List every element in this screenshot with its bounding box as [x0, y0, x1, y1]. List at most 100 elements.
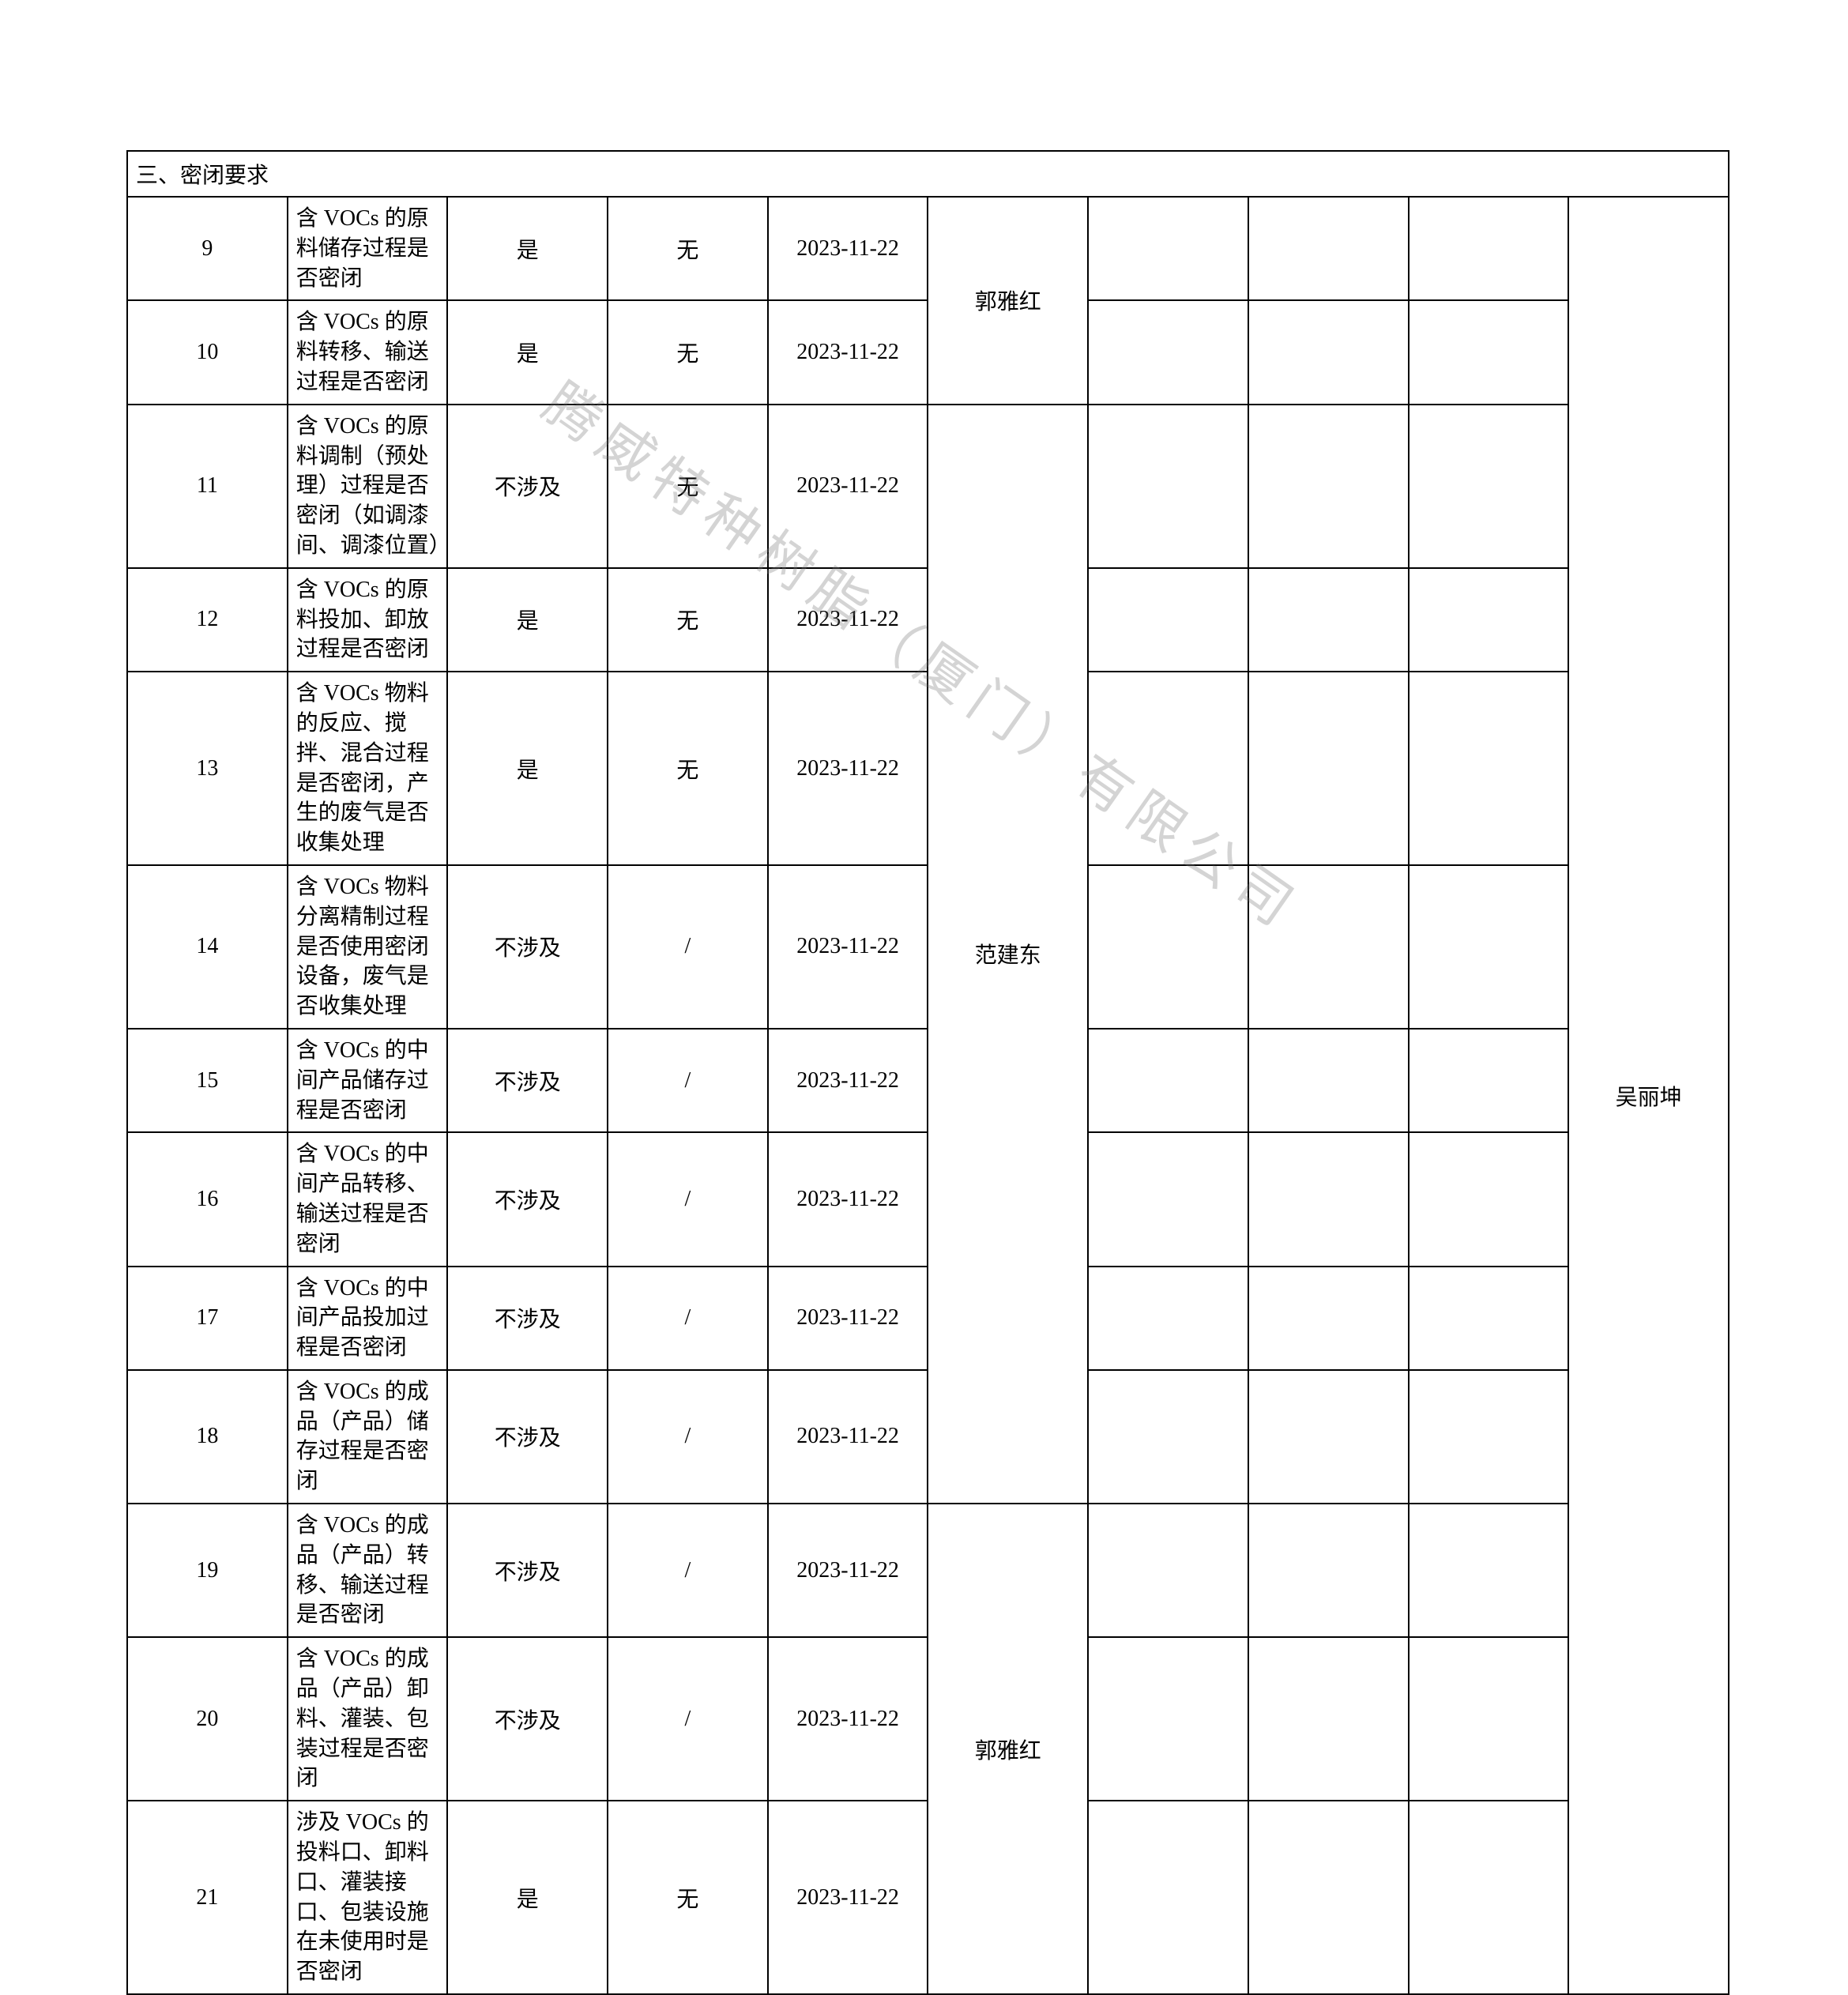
row-date: 2023-11-22: [768, 1637, 928, 1801]
row-flag: /: [608, 1370, 768, 1504]
empty-cell: [1088, 1370, 1248, 1504]
row-date: 2023-11-22: [768, 1370, 928, 1504]
row-date: 2023-11-22: [768, 197, 928, 300]
row-status: 是: [447, 300, 608, 404]
row-flag: /: [608, 1267, 768, 1370]
row-flag: 无: [608, 300, 768, 404]
section-header-row: 三、密闭要求: [127, 151, 1729, 197]
empty-cell: [1088, 1132, 1248, 1266]
row-desc: 含 VOCs 的中间产品储存过程是否密闭: [288, 1029, 448, 1132]
row-desc: 含 VOCs 的中间产品转移、输送过程是否密闭: [288, 1132, 448, 1266]
empty-cell: [1409, 1637, 1569, 1801]
empty-cell: [1088, 1637, 1248, 1801]
empty-cell: [1409, 197, 1569, 300]
empty-cell: [1088, 1267, 1248, 1370]
row-status: 是: [447, 672, 608, 865]
row-number: 9: [127, 197, 288, 300]
row-number: 21: [127, 1801, 288, 1994]
row-desc: 含 VOCs 物料的反应、搅拌、混合过程是否密闭，产生的废气是否收集处理: [288, 672, 448, 865]
empty-cell: [1088, 1029, 1248, 1132]
row-number: 16: [127, 1132, 288, 1266]
empty-cell: [1088, 1801, 1248, 1994]
empty-cell: [1088, 568, 1248, 672]
table-row: 19 含 VOCs 的成品（产品）转移、输送过程是否密闭 不涉及 / 2023-…: [127, 1504, 1729, 1637]
row-status: 不涉及: [447, 1132, 608, 1266]
row-number: 18: [127, 1370, 288, 1504]
row-flag: 无: [608, 1801, 768, 1994]
empty-cell: [1248, 568, 1409, 672]
empty-cell: [1409, 1504, 1569, 1637]
approver-cell: 吴丽坤: [1568, 197, 1729, 1994]
row-number: 12: [127, 568, 288, 672]
section-title: 三、密闭要求: [127, 151, 1729, 197]
row-desc: 含 VOCs 的原料转移、输送过程是否密闭: [288, 300, 448, 404]
row-number: 20: [127, 1637, 288, 1801]
row-date: 2023-11-22: [768, 1801, 928, 1994]
row-status: 不涉及: [447, 1370, 608, 1504]
empty-cell: [1409, 1029, 1569, 1132]
row-status: 不涉及: [447, 1637, 608, 1801]
row-number: 10: [127, 300, 288, 404]
row-date: 2023-11-22: [768, 1267, 928, 1370]
row-date: 2023-11-22: [768, 568, 928, 672]
empty-cell: [1248, 197, 1409, 300]
empty-cell: [1409, 405, 1569, 568]
empty-cell: [1088, 672, 1248, 865]
row-desc: 含 VOCs 的成品（产品）卸料、灌装、包装过程是否密闭: [288, 1637, 448, 1801]
row-status: 是: [447, 1801, 608, 1994]
empty-cell: [1409, 865, 1569, 1029]
row-number: 14: [127, 865, 288, 1029]
empty-cell: [1409, 1370, 1569, 1504]
empty-cell: [1248, 1637, 1409, 1801]
empty-cell: [1409, 568, 1569, 672]
inspector-cell: 郭雅红: [928, 197, 1088, 405]
row-status: 不涉及: [447, 1504, 608, 1637]
empty-cell: [1248, 1370, 1409, 1504]
row-desc: 含 VOCs 的原料投加、卸放过程是否密闭: [288, 568, 448, 672]
row-flag: 无: [608, 672, 768, 865]
inspector-cell: 郭雅红: [928, 1504, 1088, 1994]
row-date: 2023-11-22: [768, 405, 928, 568]
row-date: 2023-11-22: [768, 1504, 928, 1637]
row-number: 17: [127, 1267, 288, 1370]
row-flag: 无: [608, 405, 768, 568]
empty-cell: [1088, 300, 1248, 404]
row-flag: /: [608, 1637, 768, 1801]
row-status: 不涉及: [447, 1267, 608, 1370]
row-status: 不涉及: [447, 1029, 608, 1132]
empty-cell: [1088, 197, 1248, 300]
empty-cell: [1409, 1132, 1569, 1266]
table-row: 9 含 VOCs 的原料储存过程是否密闭 是 无 2023-11-22 郭雅红 …: [127, 197, 1729, 300]
row-desc: 含 VOCs 的成品（产品）转移、输送过程是否密闭: [288, 1504, 448, 1637]
empty-cell: [1409, 300, 1569, 404]
row-flag: /: [608, 1132, 768, 1266]
empty-cell: [1248, 1801, 1409, 1994]
row-flag: 无: [608, 568, 768, 672]
row-flag: 无: [608, 197, 768, 300]
vocs-table: 三、密闭要求 9 含 VOCs 的原料储存过程是否密闭 是 无 2023-11-…: [126, 150, 1729, 1995]
row-flag: /: [608, 1029, 768, 1132]
row-desc: 含 VOCs 的原料储存过程是否密闭: [288, 197, 448, 300]
empty-cell: [1248, 1267, 1409, 1370]
empty-cell: [1088, 865, 1248, 1029]
empty-cell: [1248, 405, 1409, 568]
row-date: 2023-11-22: [768, 1029, 928, 1132]
row-status: 不涉及: [447, 865, 608, 1029]
empty-cell: [1248, 672, 1409, 865]
row-desc: 含 VOCs 的中间产品投加过程是否密闭: [288, 1267, 448, 1370]
row-date: 2023-11-22: [768, 672, 928, 865]
row-date: 2023-11-22: [768, 300, 928, 404]
empty-cell: [1248, 1504, 1409, 1637]
empty-cell: [1248, 1029, 1409, 1132]
row-number: 11: [127, 405, 288, 568]
empty-cell: [1409, 672, 1569, 865]
row-number: 13: [127, 672, 288, 865]
row-flag: /: [608, 865, 768, 1029]
empty-cell: [1088, 1504, 1248, 1637]
row-desc: 含 VOCs 的原料调制（预处理）过程是否密闭（如调漆间、调漆位置）: [288, 405, 448, 568]
row-number: 15: [127, 1029, 288, 1132]
row-date: 2023-11-22: [768, 1132, 928, 1266]
empty-cell: [1248, 1132, 1409, 1266]
empty-cell: [1409, 1267, 1569, 1370]
row-desc: 含 VOCs 的成品（产品）储存过程是否密闭: [288, 1370, 448, 1504]
